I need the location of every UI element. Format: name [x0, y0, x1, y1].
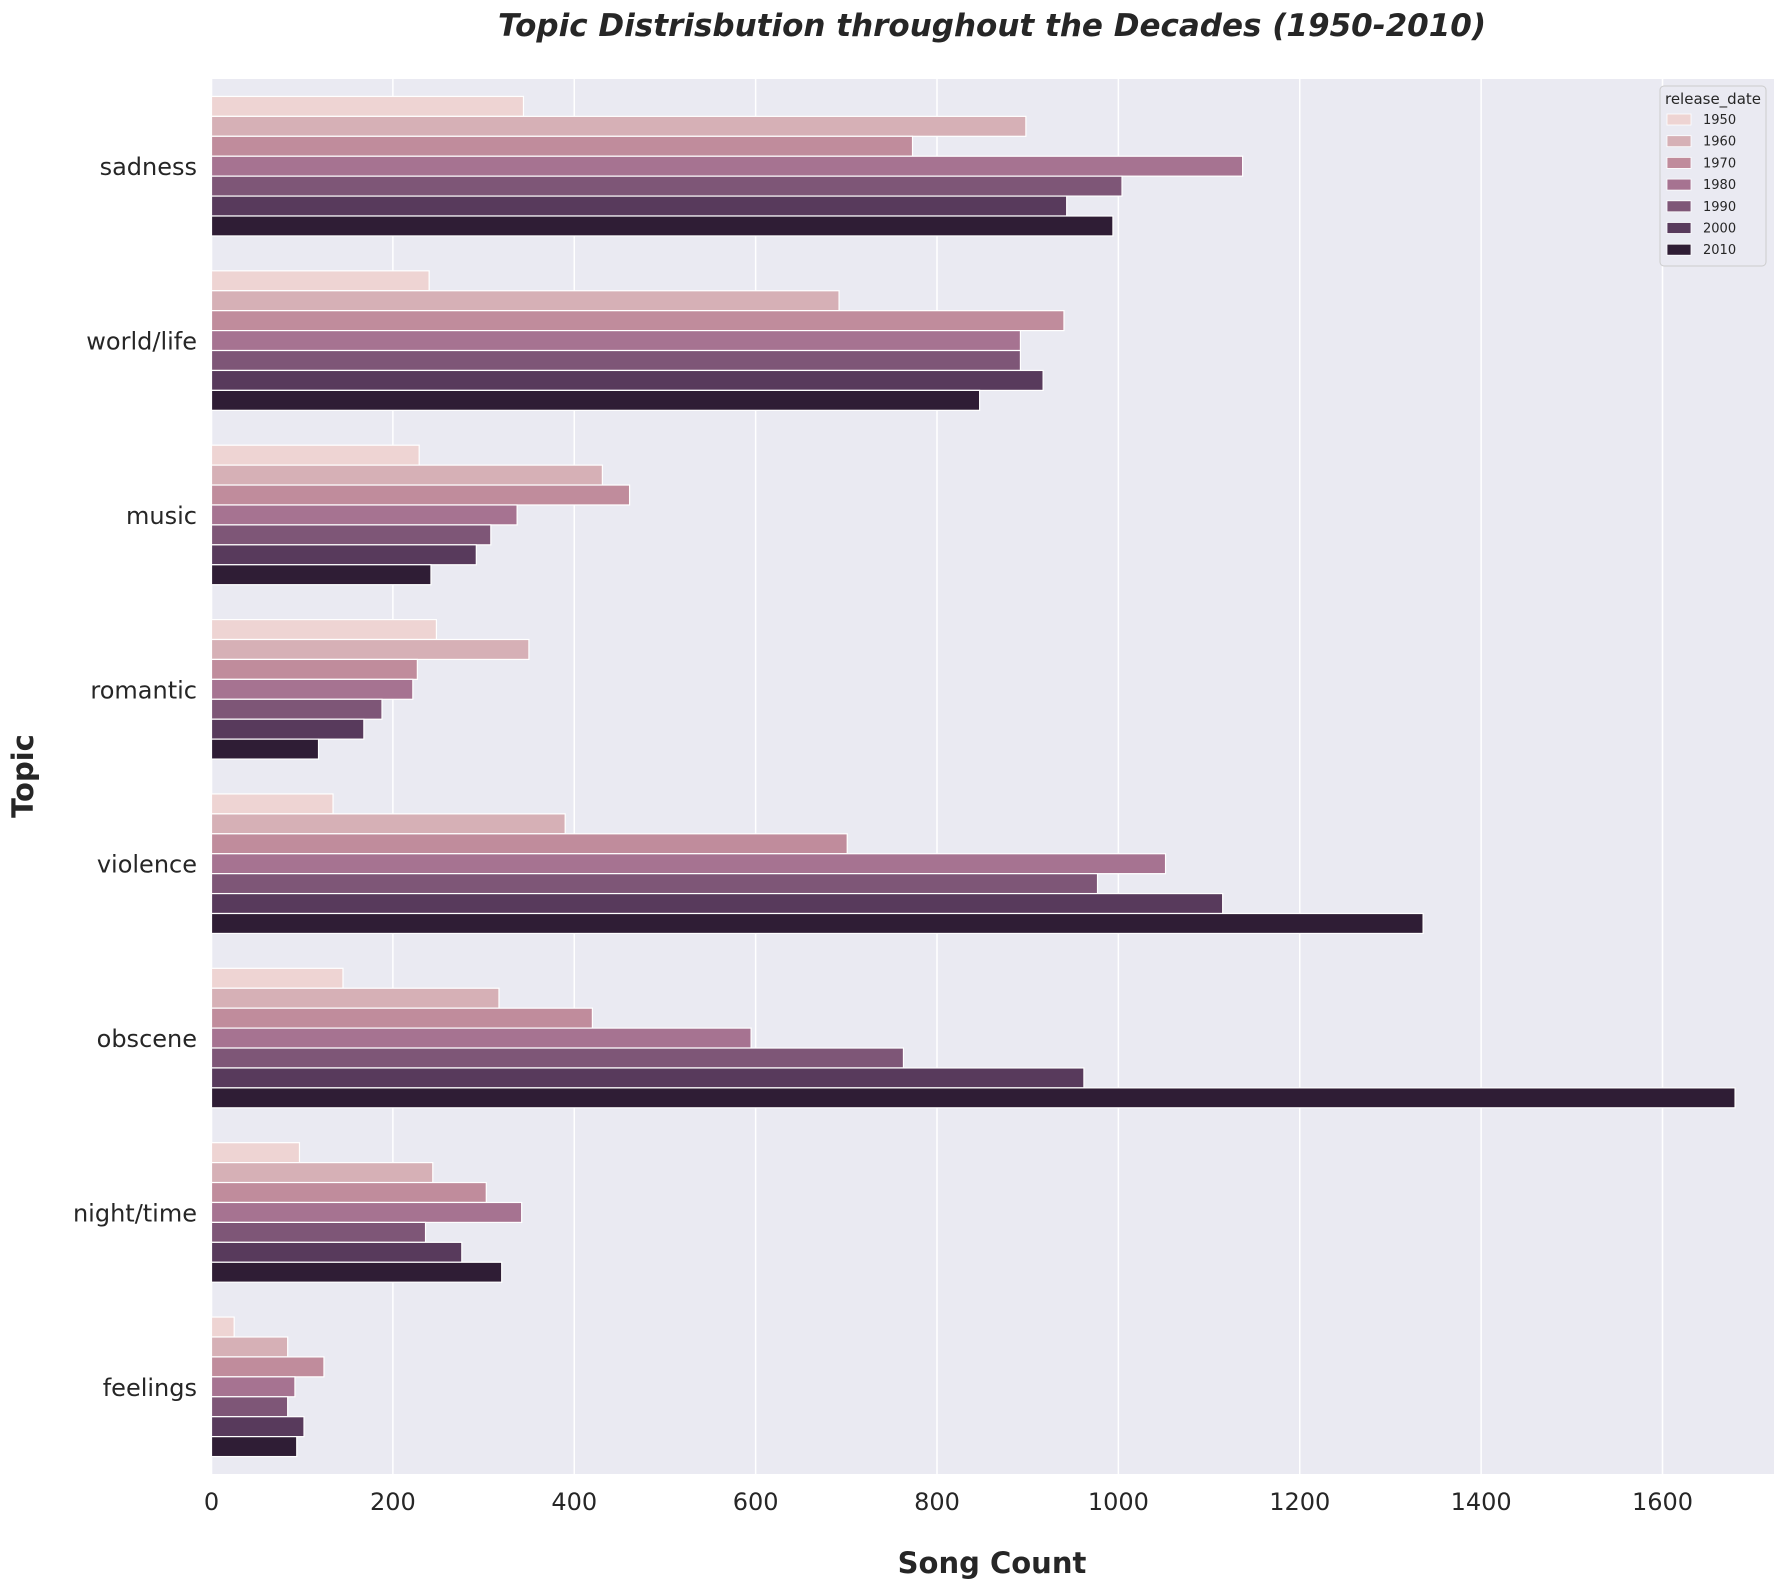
- bar-sadness-1960: [210, 115, 1027, 137]
- bar-world-life-1960: [210, 290, 840, 312]
- legend-items: 1950 1960 1970 1980 1990 2000 2010: [1666, 113, 1736, 258]
- bar-music-1950: [210, 444, 420, 466]
- bar-violence-2000: [210, 892, 1224, 915]
- x-tick-label-600: 600: [733, 1488, 779, 1516]
- bar-night-time-2010: [210, 1261, 503, 1283]
- y-tick-label-romantic: romantic: [90, 676, 197, 704]
- bar-night-time-1960: [210, 1162, 434, 1184]
- legend-label-1950: 1950: [1703, 113, 1736, 128]
- bar-violence-1990: [210, 873, 1099, 895]
- bar-obscene-2010: [210, 1087, 1736, 1109]
- bar-romantic-1960: [210, 638, 530, 661]
- legend-label-2010: 2010: [1703, 243, 1736, 258]
- bar-feelings-1980: [210, 1376, 296, 1398]
- y-axis-ticks: sadness world/life music romantic violence ob…: [73, 153, 197, 1402]
- bar-violence-1980: [210, 853, 1167, 875]
- y-tick-label-violence: violence: [97, 851, 197, 879]
- y-axis-label: Topic: [6, 734, 40, 818]
- legend-swatch-2000: [1666, 222, 1692, 234]
- bar-feelings-1950: [210, 1316, 235, 1338]
- x-tick-label-800: 800: [914, 1488, 960, 1516]
- bar-world-life-2010: [210, 389, 981, 411]
- bar-sadness-2010: [210, 215, 1114, 237]
- legend-box: [1659, 85, 1767, 267]
- bar-sadness-1980: [210, 155, 1244, 177]
- bar-obscene-1950: [210, 967, 344, 989]
- bar-night-time-1970: [210, 1181, 487, 1204]
- bar-music-2010: [210, 564, 432, 586]
- bar-sadness-1970: [210, 135, 914, 157]
- x-tick-label-1600: 1600: [1632, 1488, 1693, 1516]
- legend-label-1960: 1960: [1703, 135, 1736, 150]
- bar-romantic-1970: [210, 658, 418, 680]
- bar-world-life-1980: [210, 329, 1022, 352]
- bar-romantic-1980: [210, 678, 414, 700]
- bar-sadness-1990: [210, 175, 1123, 197]
- x-tick-label-1000: 1000: [1088, 1488, 1149, 1516]
- bar-feelings-1960: [210, 1336, 289, 1358]
- x-tick-label-1200: 1200: [1269, 1488, 1330, 1516]
- bar-feelings-1990: [210, 1396, 289, 1418]
- legend-swatch-1980: [1666, 178, 1692, 191]
- bar-world-life-1970: [210, 310, 1065, 332]
- x-tick-label-0: 0: [204, 1488, 219, 1516]
- legend-swatch-1950: [1666, 113, 1692, 126]
- legend-label-1990: 1990: [1703, 200, 1736, 215]
- bar-feelings-2010: [210, 1436, 298, 1458]
- bar-romantic-1990: [210, 698, 383, 720]
- bar-violence-1960: [210, 813, 566, 835]
- bar-obscene-2000: [210, 1067, 1085, 1089]
- bar-world-life-2000: [210, 369, 1044, 391]
- bar-sadness-1950: [210, 95, 525, 117]
- bar-night-time-1950: [210, 1142, 301, 1164]
- bar-music-1970: [210, 484, 631, 506]
- legend-label-1970: 1970: [1703, 156, 1736, 171]
- bar-music-1960: [210, 464, 603, 486]
- bar-night-time-1990: [210, 1221, 427, 1243]
- legend-swatch-1960: [1666, 135, 1692, 148]
- x-tick-label-1400: 1400: [1451, 1488, 1512, 1516]
- y-tick-label-world-life: world/life: [86, 328, 197, 356]
- x-axis-ticks: 0 200 400 600 800 1000 1200 1400 1600: [204, 1488, 1693, 1516]
- legend-swatch-1970: [1666, 156, 1692, 169]
- legend-swatch-1990: [1666, 200, 1692, 213]
- x-tick-label-200: 200: [370, 1488, 416, 1516]
- bar-music-1990: [210, 524, 492, 546]
- bar-violence-1970: [210, 833, 848, 855]
- bar-feelings-2000: [210, 1416, 305, 1438]
- legend: release_date 1950 1960 1970 1980 1990 2000 201…: [1659, 85, 1767, 267]
- bar-night-time-2000: [210, 1241, 463, 1263]
- x-axis-label: Song Count: [898, 1546, 1087, 1580]
- y-tick-label-obscene: obscene: [97, 1025, 197, 1053]
- bar-romantic-2000: [210, 718, 365, 740]
- bar-music-1980: [210, 504, 518, 526]
- bar-music-2000: [210, 544, 477, 566]
- chart-title: Topic Distrisbution throughout the Decad…: [498, 8, 1486, 44]
- bar-obscene-1990: [210, 1047, 905, 1069]
- bar-world-life-1950: [210, 270, 430, 292]
- y-tick-label-feelings: feelings: [103, 1374, 197, 1402]
- legend-label-1980: 1980: [1703, 178, 1736, 193]
- bar-sadness-2000: [210, 195, 1068, 217]
- bars: [210, 95, 1736, 1458]
- legend-title: release_date: [1665, 90, 1761, 109]
- y-tick-label-music: music: [126, 502, 197, 530]
- bar-world-life-1990: [210, 349, 1022, 372]
- bar-romantic-2010: [210, 738, 320, 760]
- legend-swatch-2010: [1666, 243, 1692, 256]
- bar-violence-1950: [210, 793, 334, 815]
- x-tick-label-400: 400: [551, 1488, 597, 1516]
- bar-romantic-1950: [210, 618, 438, 641]
- legend-label-2000: 2000: [1703, 222, 1736, 237]
- bar-obscene-1960: [210, 987, 500, 1009]
- bar-night-time-1980: [210, 1201, 523, 1224]
- bar-violence-2010: [210, 912, 1424, 935]
- y-tick-label-night-time: night/time: [73, 1199, 197, 1227]
- bar-obscene-1970: [210, 1007, 593, 1029]
- bar-obscene-1980: [210, 1027, 752, 1049]
- y-tick-label-sadness: sadness: [100, 153, 197, 181]
- bar-feelings-1970: [210, 1356, 325, 1378]
